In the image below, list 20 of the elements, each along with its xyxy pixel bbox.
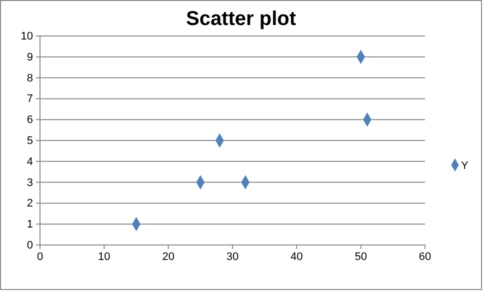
y-tick-label: 5 xyxy=(26,135,33,148)
y-tick-label: 3 xyxy=(26,176,33,189)
x-tick-label: 10 xyxy=(98,250,110,263)
x-tick-label: 40 xyxy=(290,250,303,263)
x-tick-label: 20 xyxy=(162,250,174,263)
chart-title: Scatter plot xyxy=(186,8,296,30)
y-tick-label: 7 xyxy=(26,93,33,106)
y-tick-label: 8 xyxy=(26,72,33,84)
legend-label: Y xyxy=(461,160,469,172)
y-tick-label: 10 xyxy=(20,30,33,43)
x-tick-label: 60 xyxy=(418,250,432,263)
x-tick-label: 0 xyxy=(36,250,44,263)
y-tick-label: 9 xyxy=(26,51,33,64)
x-tick-label: 30 xyxy=(226,250,239,263)
y-tick-label: 0 xyxy=(26,240,33,252)
y-tick-label: 6 xyxy=(26,114,33,126)
y-tick-label: 2 xyxy=(26,198,33,210)
y-tick-label: 1 xyxy=(26,218,33,231)
x-tick-label: 50 xyxy=(354,250,367,263)
y-tick-label: 4 xyxy=(26,156,33,168)
